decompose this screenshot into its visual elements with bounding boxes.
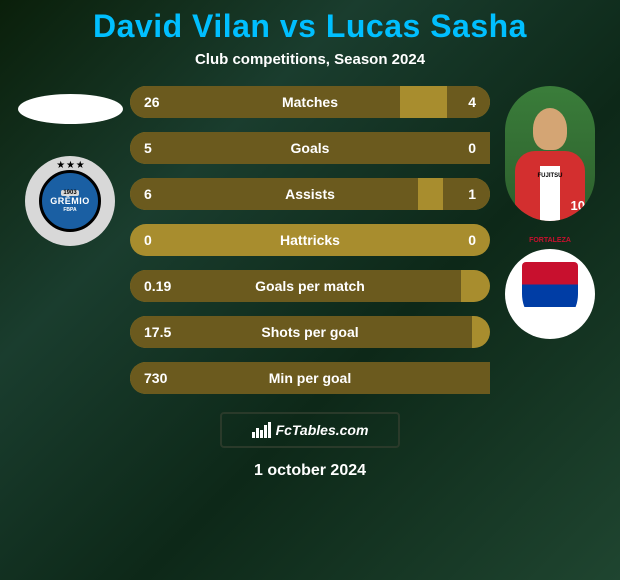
stat-fill-left	[130, 178, 418, 210]
chart-icon	[252, 422, 272, 438]
club-badge-gremio: ★ ★ ★ 1903 GRÊMIO FBPA	[25, 156, 115, 246]
fortaleza-label: FORTALEZA	[529, 237, 571, 244]
right-player-column: FUJITSU 10 FORTALEZA	[490, 86, 610, 339]
stat-value-left: 0.19	[144, 278, 171, 294]
stat-value-left: 6	[144, 186, 152, 202]
left-player-column: ★ ★ ★ 1903 GRÊMIO FBPA	[10, 86, 130, 246]
stat-label: Assists	[285, 186, 335, 202]
player-head-shape	[533, 108, 567, 150]
stat-value-right: 0	[468, 232, 476, 248]
stat-bar: 6 1 Assists	[130, 178, 490, 210]
stat-bar: 0.19 Goals per match	[130, 270, 490, 302]
gremio-year: 1903	[61, 190, 78, 196]
fortaleza-shield	[522, 262, 578, 326]
watermark[interactable]: FcTables.com	[220, 412, 400, 448]
gremio-sublabel: FBPA	[63, 207, 76, 213]
stat-value-left: 730	[144, 370, 167, 386]
stat-label: Shots per goal	[261, 324, 358, 340]
stat-label: Goals per match	[255, 278, 365, 294]
stats-column: 26 4 Matches 5 0 Goals 6 1 Assists 0 0 Hattricks 0.1…	[130, 86, 490, 394]
gremio-label: GRÊMIO	[50, 197, 90, 206]
stat-value-right: 0	[468, 140, 476, 156]
stat-value-left: 17.5	[144, 324, 171, 340]
stat-value-left: 5	[144, 140, 152, 156]
stat-label: Matches	[282, 94, 338, 110]
stat-label: Goals	[291, 140, 330, 156]
main-row: ★ ★ ★ 1903 GRÊMIO FBPA 26 4 Matches 5 0 Goals…	[0, 86, 620, 394]
player-photo-placeholder-left	[18, 94, 123, 124]
page-title: David Vilan vs Lucas Sasha	[93, 8, 527, 45]
stat-value-right: 1	[468, 186, 476, 202]
comparison-card: David Vilan vs Lucas Sasha Club competit…	[0, 0, 620, 580]
page-subtitle: Club competitions, Season 2024	[195, 51, 425, 68]
player-photo-right: FUJITSU 10	[505, 86, 595, 221]
gremio-crest: 1903 GRÊMIO FBPA	[39, 170, 101, 232]
stat-bar: 0 0 Hattricks	[130, 224, 490, 256]
stat-label: Min per goal	[269, 370, 351, 386]
stat-bar: 730 Min per goal	[130, 362, 490, 394]
stat-fill-right	[443, 178, 490, 210]
watermark-text: FcTables.com	[276, 422, 369, 438]
stat-value-left: 26	[144, 94, 160, 110]
club-badge-fortaleza: FORTALEZA	[505, 249, 595, 339]
stat-label: Hattricks	[280, 232, 340, 248]
stat-bar: 5 0 Goals	[130, 132, 490, 164]
jersey-sponsor: FUJITSU	[537, 173, 562, 179]
date-text: 1 october 2024	[254, 462, 366, 480]
stat-fill-left	[130, 86, 400, 118]
stat-bar: 17.5 Shots per goal	[130, 316, 490, 348]
stat-value-right: 4	[468, 94, 476, 110]
stat-value-left: 0	[144, 232, 152, 248]
jersey-number: 10	[571, 198, 585, 213]
stat-bar: 26 4 Matches	[130, 86, 490, 118]
stars-icon: ★ ★ ★	[56, 160, 83, 171]
